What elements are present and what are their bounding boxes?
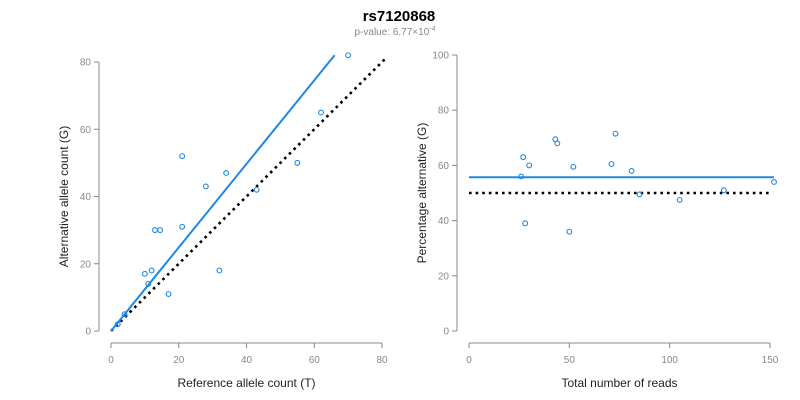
x-tick-label: 0: [466, 355, 472, 366]
data-point: [566, 228, 573, 235]
y-tick-label: 20: [438, 271, 450, 282]
y-tick-label: 60: [438, 161, 450, 172]
y-axis-title: Percentage alternative (G): [415, 123, 429, 264]
data-point: [676, 196, 683, 203]
data-point: [294, 159, 301, 166]
x-tick-label: 100: [661, 355, 678, 366]
data-point: [345, 52, 352, 59]
data-point: [520, 154, 527, 161]
y-tick-label: 0: [443, 327, 449, 338]
y-tick-label: 40: [80, 192, 92, 203]
data-point: [612, 130, 619, 137]
data-point: [608, 161, 615, 167]
data-point: [522, 220, 529, 227]
data-point: [318, 109, 324, 116]
y-tick-label: 100: [432, 51, 449, 62]
data-point: [165, 291, 172, 297]
data-point: [179, 153, 186, 160]
chart-title: rs7120868: [363, 8, 436, 25]
data-point: [570, 163, 577, 170]
data-point: [216, 267, 223, 274]
data-point: [141, 270, 148, 277]
chart-subtitle: p-value: 6.77×10-4: [354, 26, 435, 38]
data-point: [157, 227, 164, 234]
data-point: [771, 179, 777, 185]
x-tick-label: 0: [108, 355, 114, 366]
data-point: [148, 267, 155, 274]
data-point: [253, 186, 260, 193]
data-point: [628, 167, 635, 174]
data-point: [179, 223, 186, 230]
data-point: [145, 280, 152, 287]
y-tick-label: 60: [80, 125, 92, 136]
y-tick-label: 20: [80, 259, 92, 270]
y-tick-label: 40: [438, 216, 450, 227]
data-point: [636, 191, 643, 198]
y-tick-label: 80: [438, 106, 450, 117]
x-tick-label: 80: [376, 355, 388, 366]
subtitle-exponent: -4: [429, 26, 435, 33]
x-tick-label: 40: [241, 355, 253, 366]
x-tick-label: 20: [173, 355, 185, 366]
data-point: [121, 311, 128, 318]
x-axis-title: Reference allele count (T): [177, 376, 315, 390]
chart-panel-1: 0 20 40 60 80 0 20 40 60 80 Reference allele count…: [57, 52, 388, 390]
x-axis-title: Total number of reads: [561, 376, 677, 390]
chart-panel-2: 0 50 100 150 0 20 40 60 80 100 Total number of rea…: [415, 51, 779, 391]
data-point: [526, 162, 533, 169]
fit-line: [110, 54, 336, 332]
data-point: [554, 140, 561, 147]
y-tick-label: 80: [80, 58, 92, 69]
y-tick-label: 0: [85, 327, 91, 338]
data-point: [114, 321, 121, 328]
data-point: [720, 187, 727, 194]
x-tick-label: 150: [762, 355, 779, 366]
reference-line: [110, 57, 387, 332]
data-point: [223, 170, 230, 176]
data-point: [152, 227, 158, 234]
x-tick-label: 60: [309, 355, 321, 366]
subtitle-text: p-value: 6.77×10: [354, 27, 429, 38]
data-point: [518, 173, 525, 180]
data-point: [202, 183, 209, 190]
x-tick-label: 50: [564, 355, 576, 366]
y-axis-title: Alternative allele count (G): [57, 126, 71, 267]
